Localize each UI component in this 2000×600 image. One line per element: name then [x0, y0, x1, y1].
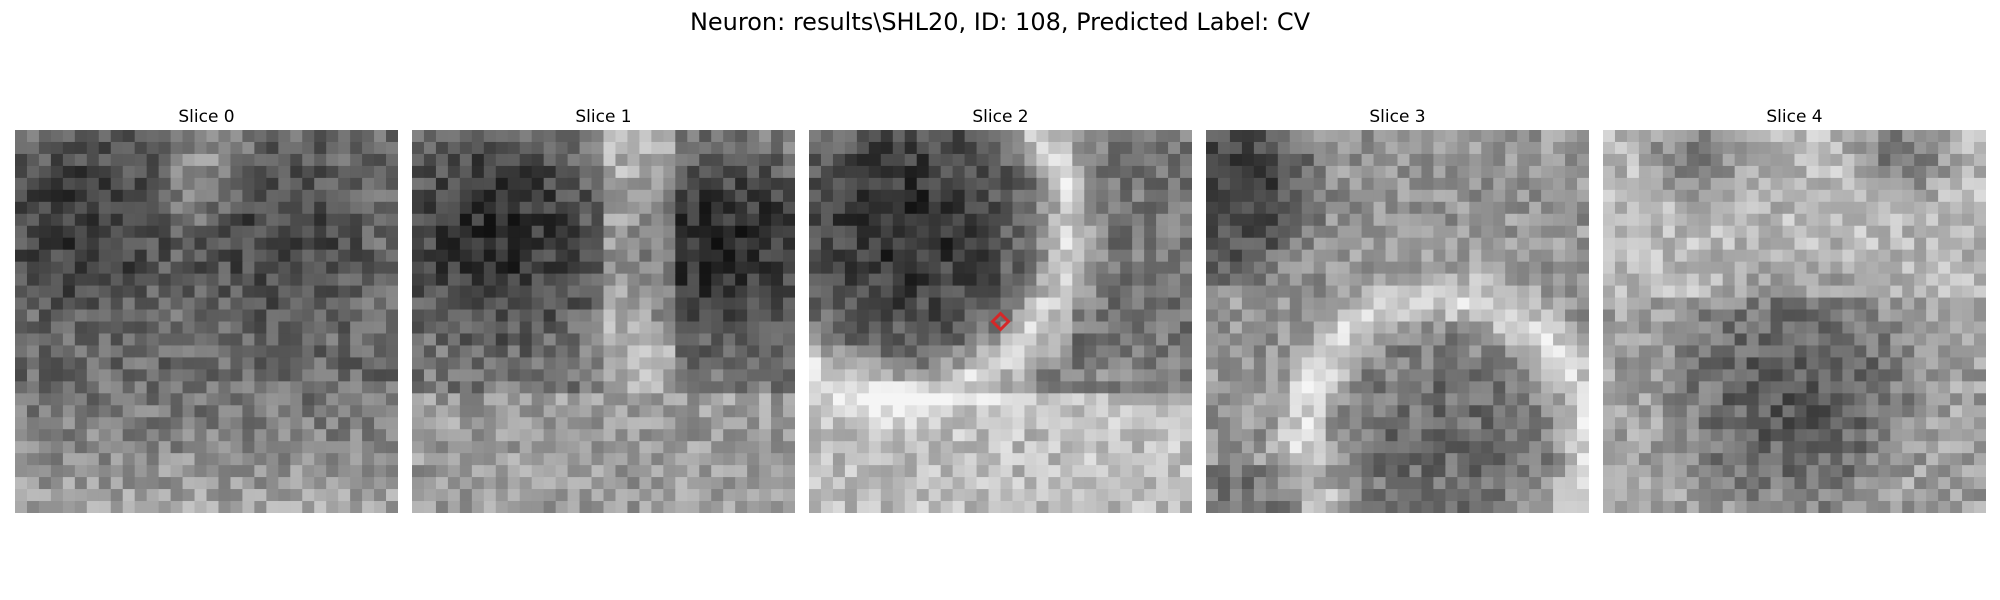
slice-3-title: Slice 3 — [1369, 107, 1426, 127]
slice-0-title: Slice 0 — [178, 107, 235, 127]
slice-2-title: Slice 2 — [972, 107, 1029, 127]
slice-2-image — [809, 130, 1192, 513]
slice-panel-0: Slice 0 — [15, 104, 398, 513]
slice-4-title: Slice 4 — [1766, 107, 1823, 127]
figure-title: Neuron: results\SHL20, ID: 108, Predicte… — [689, 8, 1311, 36]
slice-4-image — [1603, 130, 1986, 513]
slice-3-image — [1206, 130, 1589, 513]
center-marker-icon — [990, 311, 1011, 332]
slice-panel-2: Slice 2 — [809, 104, 1192, 513]
slice-panel-3: Slice 3 — [1206, 104, 1589, 513]
slice-panel-4: Slice 4 — [1603, 104, 1986, 513]
slice-1-title: Slice 1 — [575, 107, 632, 127]
slice-panel-1: Slice 1 — [412, 104, 795, 513]
slice-0-image — [15, 130, 398, 513]
slice-1-image — [412, 130, 795, 513]
